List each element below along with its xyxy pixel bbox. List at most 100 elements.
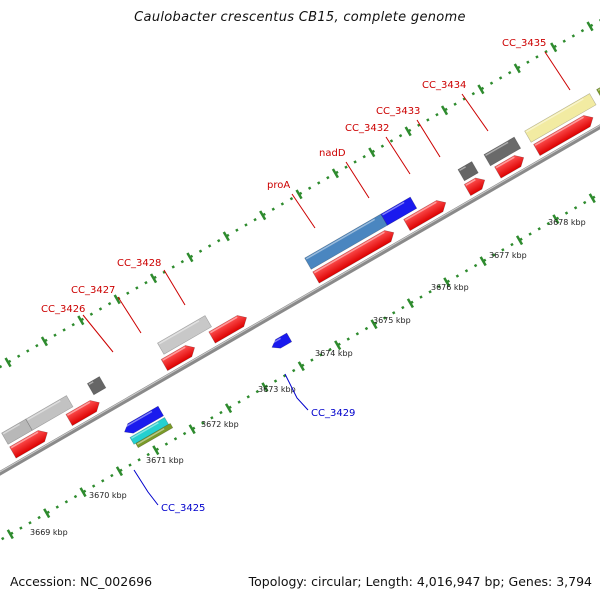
reverse-gene-feature <box>124 405 164 434</box>
accession-text: Accession: NC_002696 <box>10 574 153 589</box>
scale-label: 3671 kbp <box>146 456 184 465</box>
feature-shine <box>162 346 186 361</box>
major-tick <box>552 214 560 225</box>
scale-label: 3669 kbp <box>30 528 68 537</box>
gene-feature <box>86 376 107 396</box>
gene-label-CC_3432: CC_3432 <box>345 123 389 134</box>
feature-shine <box>158 320 200 345</box>
gene-label-CC_3425: CC_3425 <box>161 503 205 514</box>
gene-feature <box>524 93 597 143</box>
callout-line <box>461 93 489 132</box>
cds-feature <box>9 430 48 459</box>
scale-labels: 3669 kbp 3670 kbp 3671 kbp 3672 kbp 3673 kbp… <box>30 218 586 537</box>
feature-shine <box>2 423 20 435</box>
callout-line <box>291 193 316 229</box>
major-tick <box>515 235 524 246</box>
callout-line <box>544 51 571 91</box>
inner-tick-row <box>0 139 600 562</box>
major-tick <box>588 193 596 204</box>
cds-feature <box>208 315 248 344</box>
feature-shine <box>313 231 385 274</box>
callout-line <box>117 296 142 334</box>
reverse-rna-feature <box>135 422 174 449</box>
major-tick <box>6 529 14 540</box>
major-tick <box>297 361 305 372</box>
gene-label-CC_3434: CC_3434 <box>422 80 466 91</box>
scale-label: 3677 kbp <box>489 251 527 260</box>
cds-feature <box>494 155 525 179</box>
backbone-highlight <box>0 88 600 510</box>
callout-line <box>284 373 309 411</box>
cds-feature <box>312 230 395 284</box>
feature-shine <box>465 179 476 186</box>
callout-line <box>385 136 411 175</box>
feature-shine <box>88 381 94 386</box>
genome-backbone <box>0 88 600 512</box>
gene-feature <box>380 196 418 226</box>
scale-label: 3675 kbp <box>373 316 411 325</box>
feature-shine <box>495 156 515 169</box>
topology-text: Topology: circular; Length: 4,016,947 bp… <box>248 574 592 589</box>
major-tick <box>550 42 558 53</box>
scale-label: 3673 kbp <box>258 385 296 394</box>
major-tick <box>113 294 121 305</box>
outer-tick-row <box>0 9 600 432</box>
major-tick <box>40 336 49 347</box>
feature-shine <box>459 166 466 172</box>
major-tick <box>479 256 487 267</box>
gene-feature <box>157 315 212 355</box>
major-tick <box>259 210 267 221</box>
feature-shine <box>270 337 281 345</box>
feature-shine <box>27 400 61 421</box>
gene-label-CC_3429: CC_3429 <box>311 408 355 419</box>
major-tick <box>224 403 233 414</box>
major-tick <box>370 319 378 330</box>
feature-shine <box>136 428 165 445</box>
major-tick <box>79 487 87 498</box>
major-tick <box>115 466 124 477</box>
major-tick <box>149 273 158 284</box>
major-tick <box>43 508 51 519</box>
gene-label-CC_3435: CC_3435 <box>502 38 546 49</box>
feature-shine <box>122 410 153 429</box>
gene-feature <box>483 136 522 167</box>
major-tick <box>261 382 269 393</box>
major-tick <box>152 445 160 456</box>
major-tick <box>222 231 230 242</box>
gene-label-CC_3428: CC_3428 <box>117 258 161 269</box>
major-tick <box>440 105 449 116</box>
major-tick <box>368 147 376 158</box>
gene-label-nadD: nadD <box>319 148 346 159</box>
major-tick <box>513 63 521 74</box>
major-tick <box>295 189 303 200</box>
callout-line <box>82 314 114 353</box>
feature-shine <box>305 218 376 260</box>
feature-shine <box>209 316 238 334</box>
feature-shine <box>525 98 584 133</box>
feature-shine <box>382 201 405 216</box>
major-tick <box>406 298 414 309</box>
gene-label-CC_3433: CC_3433 <box>376 106 420 117</box>
feature-shine <box>404 201 437 221</box>
scale-label: 3672 kbp <box>201 420 239 429</box>
major-tick <box>188 424 196 435</box>
cds-feature <box>463 177 486 197</box>
major-tick <box>186 252 194 263</box>
major-tick <box>4 357 12 368</box>
genome-track: 3669 kbp 3670 kbp 3671 kbp 3672 kbp 3673 kbp… <box>0 9 600 562</box>
reverse-gene-feature <box>271 332 293 349</box>
gene-feature <box>25 395 74 431</box>
major-tick <box>77 315 85 326</box>
feature-shine <box>10 431 39 449</box>
gene-label-proA: proA <box>267 180 290 191</box>
gene-label-CC_3426: CC_3426 <box>41 304 85 315</box>
scale-label: 3678 kbp <box>548 218 586 227</box>
feature-shine <box>131 422 159 439</box>
major-tick <box>586 21 594 32</box>
major-tick <box>443 277 451 288</box>
cds-feature <box>65 400 100 427</box>
major-tick <box>331 168 339 179</box>
callout-line <box>163 269 186 306</box>
callout-line <box>345 161 370 199</box>
